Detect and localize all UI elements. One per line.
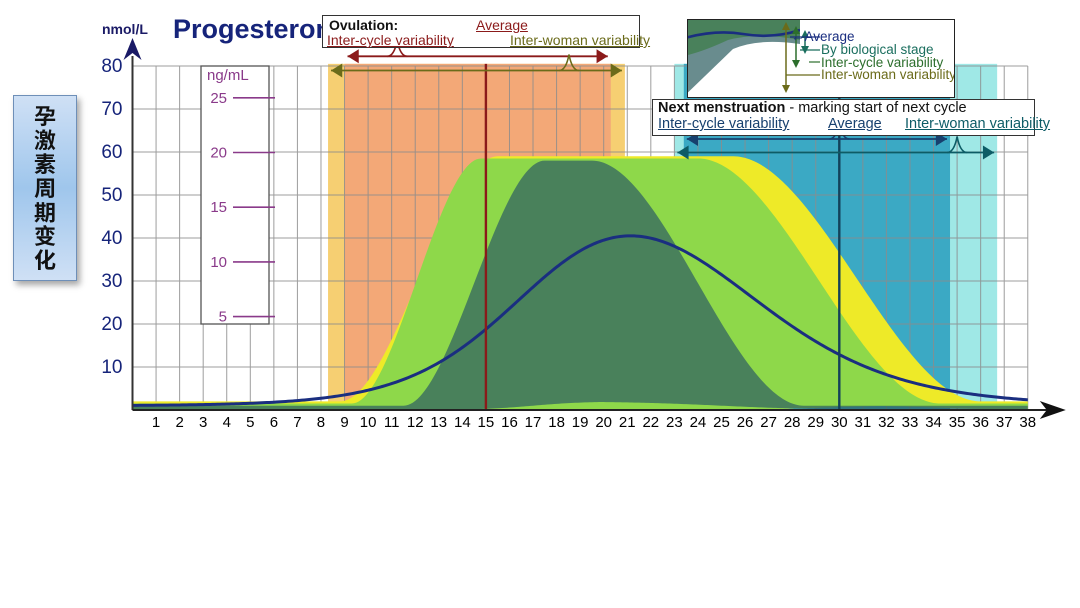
svg-text:ng/mL: ng/mL bbox=[207, 67, 249, 84]
svg-text:33: 33 bbox=[902, 414, 919, 431]
svg-text:80: 80 bbox=[101, 56, 122, 77]
svg-text:10: 10 bbox=[210, 254, 227, 271]
svg-text:9: 9 bbox=[340, 414, 348, 431]
svg-text:20: 20 bbox=[210, 145, 227, 162]
svg-text:34: 34 bbox=[925, 414, 942, 431]
svg-text:25: 25 bbox=[210, 90, 227, 107]
svg-text:5: 5 bbox=[246, 414, 254, 431]
svg-text:35: 35 bbox=[949, 414, 966, 431]
svg-text:13: 13 bbox=[430, 414, 447, 431]
svg-text:23: 23 bbox=[666, 414, 683, 431]
svg-text:28: 28 bbox=[784, 414, 801, 431]
svg-text:38: 38 bbox=[1019, 414, 1036, 431]
svg-text:16: 16 bbox=[501, 414, 518, 431]
svg-text:15: 15 bbox=[478, 414, 495, 431]
svg-text:5: 5 bbox=[219, 309, 227, 326]
svg-text:30: 30 bbox=[101, 271, 122, 292]
svg-text:6: 6 bbox=[270, 414, 278, 431]
svg-text:7: 7 bbox=[293, 414, 301, 431]
svg-text:17: 17 bbox=[525, 414, 542, 431]
svg-text:15: 15 bbox=[210, 199, 227, 216]
svg-text:31: 31 bbox=[855, 414, 872, 431]
svg-text:22: 22 bbox=[642, 414, 659, 431]
svg-text:60: 60 bbox=[101, 142, 122, 163]
svg-text:10: 10 bbox=[360, 414, 377, 431]
svg-text:70: 70 bbox=[101, 99, 122, 120]
svg-text:29: 29 bbox=[807, 414, 824, 431]
svg-text:40: 40 bbox=[101, 228, 122, 249]
svg-text:18: 18 bbox=[548, 414, 565, 431]
svg-text:21: 21 bbox=[619, 414, 636, 431]
svg-text:32: 32 bbox=[878, 414, 895, 431]
svg-text:24: 24 bbox=[690, 414, 707, 431]
svg-text:20: 20 bbox=[101, 314, 122, 335]
svg-text:50: 50 bbox=[101, 185, 122, 206]
svg-text:11: 11 bbox=[384, 414, 400, 431]
svg-text:1: 1 bbox=[152, 414, 160, 431]
svg-text:20: 20 bbox=[595, 414, 612, 431]
svg-text:19: 19 bbox=[572, 414, 589, 431]
svg-text:2: 2 bbox=[175, 414, 183, 431]
svg-text:8: 8 bbox=[317, 414, 325, 431]
svg-text:14: 14 bbox=[454, 414, 471, 431]
svg-text:27: 27 bbox=[760, 414, 777, 431]
svg-text:10: 10 bbox=[101, 357, 122, 378]
svg-text:12: 12 bbox=[407, 414, 424, 431]
svg-text:Inter-woman variability: Inter-woman variability bbox=[821, 67, 954, 82]
svg-text:37: 37 bbox=[996, 414, 1013, 431]
svg-text:3: 3 bbox=[199, 414, 207, 431]
svg-text:25: 25 bbox=[713, 414, 730, 431]
svg-text:30: 30 bbox=[831, 414, 848, 431]
svg-text:4: 4 bbox=[223, 414, 231, 431]
svg-text:26: 26 bbox=[737, 414, 754, 431]
svg-text:36: 36 bbox=[972, 414, 989, 431]
